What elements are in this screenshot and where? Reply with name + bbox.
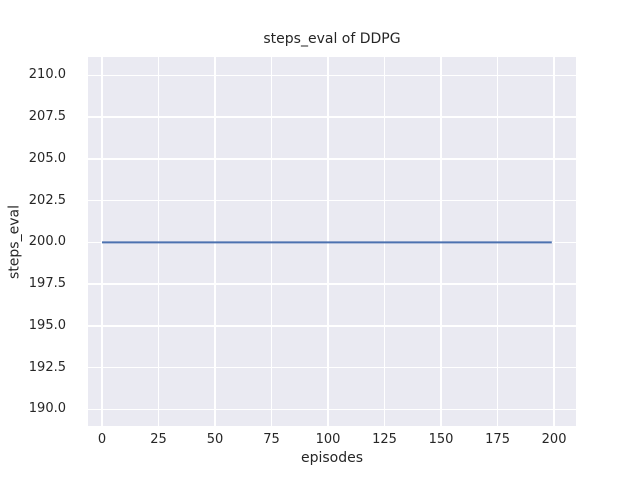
y-tick-label: 210.0: [28, 67, 66, 83]
x-tick-label: 100: [315, 432, 341, 447]
gridline-horizontal: [88, 366, 576, 369]
series-layer: [102, 241, 552, 244]
plot-area: [88, 57, 576, 426]
y-tick-label: 207.5: [28, 109, 66, 125]
y-tick-label: 205.0: [28, 150, 66, 166]
y-tick-label: 197.5: [28, 276, 66, 292]
y-tick-label: 202.5: [28, 192, 66, 208]
gridline-horizontal: [88, 74, 576, 77]
x-tick-label: 150: [428, 432, 454, 447]
x-tick-label: 125: [372, 432, 397, 447]
x-tick-label: 75: [263, 432, 280, 447]
chart-title: steps_eval of DDPG: [263, 31, 401, 47]
gridline-horizontal: [88, 325, 576, 327]
gridline-horizontal: [88, 283, 576, 285]
y-tick-label: 190.0: [28, 401, 66, 417]
x-tick-label: 50: [206, 432, 224, 447]
x-tick-label: 200: [541, 432, 567, 447]
y-tick-label: 195.0: [28, 317, 66, 333]
x-axis-label: episodes: [300, 450, 364, 466]
gridline-horizontal: [88, 116, 576, 118]
gridline-horizontal: [88, 408, 576, 410]
gridline-horizontal: [88, 158, 576, 160]
x-tick-label: 0: [97, 432, 107, 447]
gridline-horizontal: [88, 199, 576, 202]
y-tick-label: 192.5: [28, 359, 66, 375]
x-tick-label: 25: [150, 432, 167, 447]
y-tick-label: 200.0: [28, 234, 66, 250]
x-tick-label: 175: [485, 432, 510, 447]
gridline-vertical: [553, 57, 555, 426]
gridline-vertical: [101, 57, 103, 426]
